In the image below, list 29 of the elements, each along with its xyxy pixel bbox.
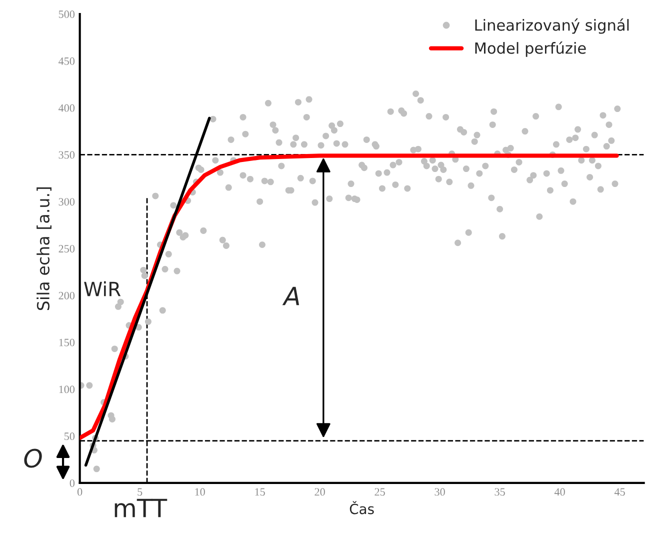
y-tick-label: 200: [58, 292, 75, 300]
x-tick-label: 45: [614, 488, 625, 496]
annotation: WiR: [84, 281, 121, 296]
legend-label: Model perfúzie: [475, 41, 586, 57]
x-tick-label: 0: [77, 488, 82, 496]
x-tick-label: 35: [494, 488, 505, 496]
x-tick-label: 40: [554, 488, 565, 496]
text: mTT: [114, 498, 168, 518]
y-tick-label: 400: [58, 104, 75, 112]
y-tick-label: 250: [58, 244, 75, 252]
y-axis-title: Sila echa [a.u.]: [36, 187, 52, 310]
x-tick-label: 10: [195, 488, 205, 496]
text: O: [24, 448, 42, 468]
y-tick-label: 300: [58, 198, 75, 206]
y-tick-label: 350: [58, 151, 75, 159]
x-tick-label: 5: [138, 488, 142, 496]
y-tick-label: 150: [59, 338, 75, 346]
x-axis-title: Čas: [350, 501, 374, 514]
x-tick-label: 15: [255, 488, 265, 496]
y-tick-label: 500: [58, 10, 75, 18]
x-tick-label: 25: [374, 488, 385, 496]
y-tick-label: 50: [64, 432, 75, 440]
x-tick-label: 20: [314, 488, 325, 496]
x-tick-label: 30: [434, 488, 445, 496]
y-tick-label: 450: [58, 57, 75, 65]
y-tick-label: 100: [59, 386, 75, 394]
annotation: A: [282, 286, 300, 306]
y-tick-label: 0: [70, 479, 75, 487]
legend-label: Linearizovaný signál: [475, 18, 629, 34]
